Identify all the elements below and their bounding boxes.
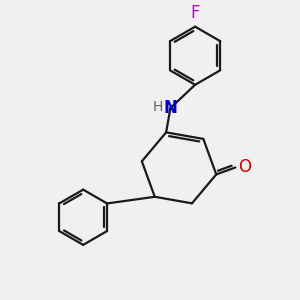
Text: O: O	[238, 158, 251, 176]
Text: F: F	[190, 4, 200, 22]
Text: N: N	[164, 99, 177, 117]
Text: H: H	[153, 100, 163, 114]
